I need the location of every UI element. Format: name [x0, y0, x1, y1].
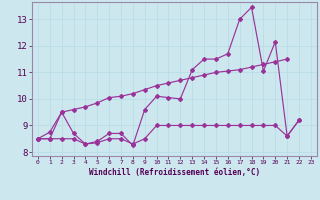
X-axis label: Windchill (Refroidissement éolien,°C): Windchill (Refroidissement éolien,°C): [89, 168, 260, 177]
